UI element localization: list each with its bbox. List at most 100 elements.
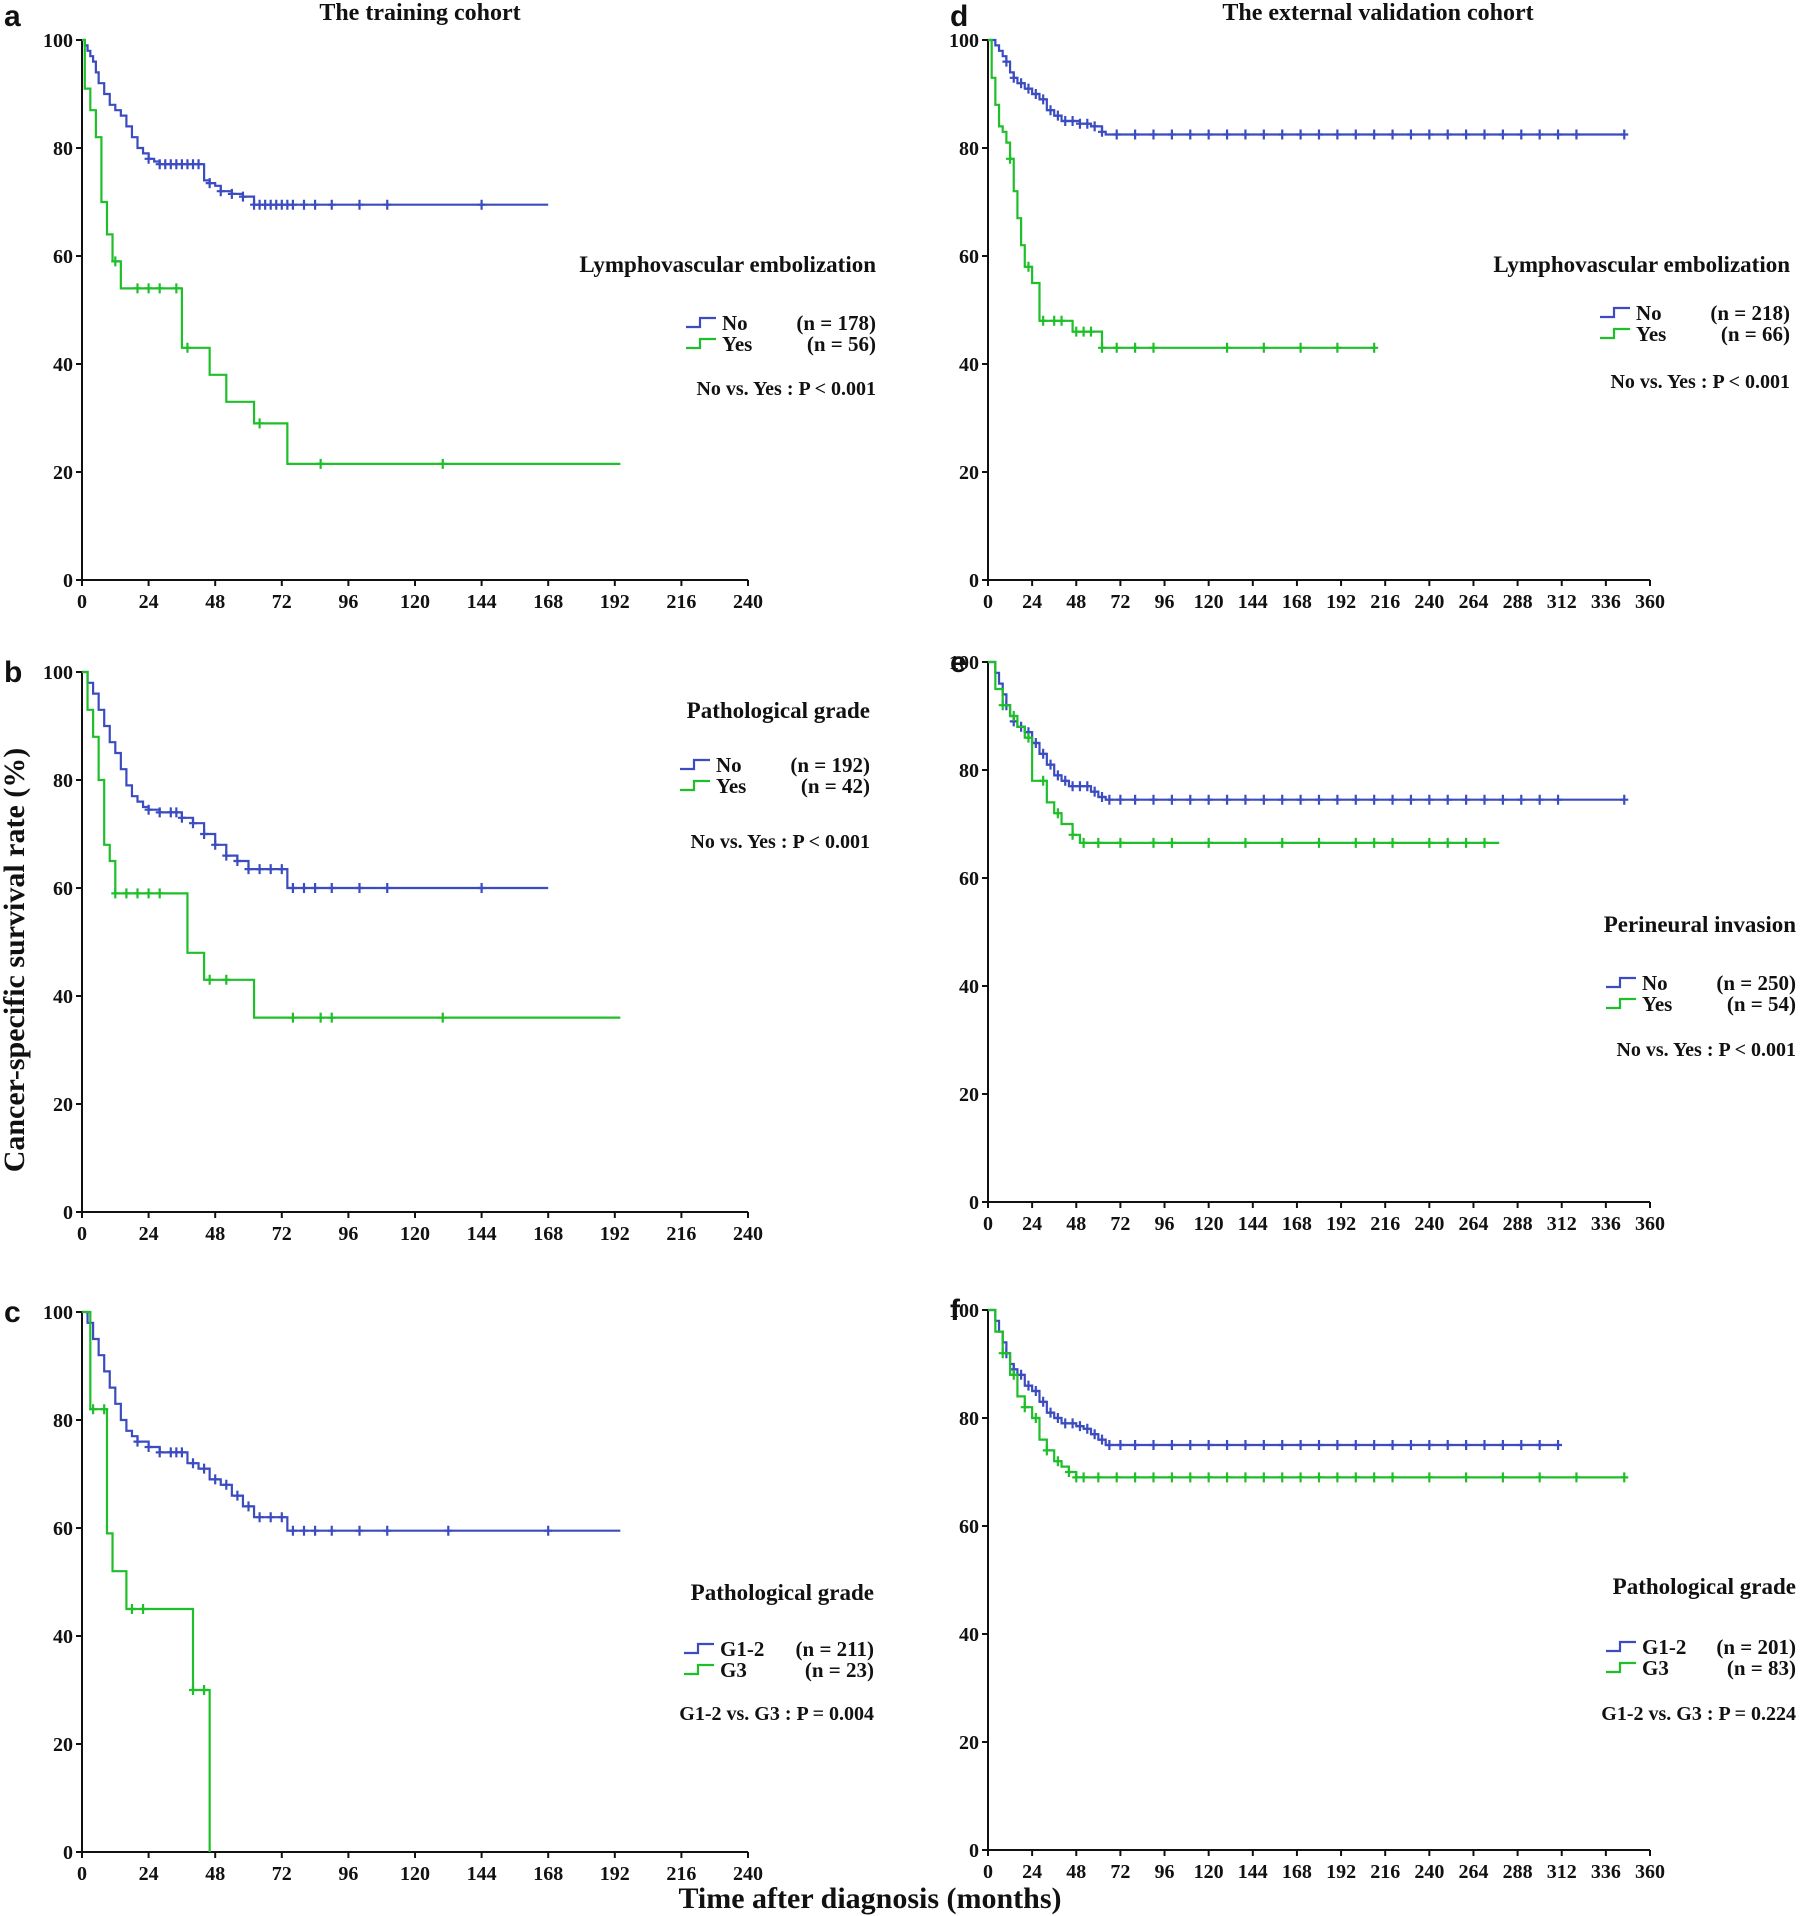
x-tick-label: 168 <box>533 1863 563 1885</box>
censor-mark <box>1517 1440 1526 1450</box>
y-tick-label: 100 <box>43 662 73 684</box>
x-tick-label: 360 <box>1635 1861 1665 1883</box>
y-tick-label: 20 <box>959 1084 979 1106</box>
censor-mark <box>1296 342 1305 353</box>
censor-mark <box>1204 837 1213 848</box>
x-tick-label: 168 <box>1282 591 1312 613</box>
y-tick-label: 60 <box>53 1518 73 1540</box>
legend-swatch <box>684 1663 714 1676</box>
p-value: G1-2 vs. G3 : P = 0.004 <box>679 1703 874 1725</box>
censor-mark <box>1167 794 1176 805</box>
censor-mark <box>1149 1440 1158 1450</box>
legend-swatch <box>1606 997 1636 1010</box>
censor-mark <box>1131 342 1140 353</box>
y-tick-label: 0 <box>63 1202 73 1224</box>
censor-mark <box>1083 1423 1092 1434</box>
x-tick-label: 48 <box>205 1863 225 1885</box>
censor-mark <box>998 1348 1007 1359</box>
censor-mark <box>1443 129 1452 140</box>
chart-panel-e: e 0 20 40 60 80 100 0 24 48 72 96 120 144 168 192 216 240… <box>949 646 1796 1235</box>
x-tick-label: 0 <box>983 1861 993 1883</box>
censor-mark <box>1024 261 1033 272</box>
censor-mark <box>194 159 203 170</box>
censor-mark <box>1278 1440 1287 1450</box>
censor-mark <box>266 1512 275 1523</box>
censor-mark <box>1462 129 1471 140</box>
y-tick-label: 40 <box>959 1624 979 1646</box>
x-tick-label: 216 <box>1370 1861 1400 1883</box>
chart-panel-c: c 0 20 40 60 80 100 0 24 48 72 96 120 144 168 192 216 240… <box>4 1296 874 1885</box>
legend-label: G1-2 <box>720 1637 764 1661</box>
legend-title: Perineural invasion <box>1604 912 1797 937</box>
censor-mark <box>1131 794 1140 805</box>
censor-mark <box>1241 1472 1250 1483</box>
censor-mark <box>133 1436 142 1447</box>
legend-n: (n = 201) <box>1716 1635 1796 1659</box>
censor-mark <box>1535 794 1544 805</box>
y-tick-label: 60 <box>53 878 73 900</box>
censor-mark <box>1105 1440 1114 1450</box>
censor-mark <box>1333 794 1342 805</box>
legend-label: Yes <box>722 332 752 356</box>
censor-mark <box>1462 1440 1471 1450</box>
censor-mark <box>1315 1440 1323 1450</box>
censor-mark <box>383 199 392 210</box>
censor-mark <box>1223 129 1232 140</box>
censor-mark <box>300 1525 308 1536</box>
x-tick-label: 168 <box>533 1223 563 1245</box>
censor-mark <box>1259 1440 1268 1450</box>
censor-mark <box>1388 1440 1397 1450</box>
legend-entry-g3: G3 (n = 83) <box>1606 1656 1796 1680</box>
y-tick-label: 20 <box>53 1094 73 1116</box>
legend-swatch <box>686 316 716 329</box>
censor-mark <box>1259 794 1268 805</box>
censor-mark <box>1149 129 1158 140</box>
x-tick-label: 72 <box>1110 1213 1130 1235</box>
y-tick-label: 0 <box>969 570 979 592</box>
censor-mark <box>1204 794 1213 805</box>
x-tick-label: 168 <box>1282 1861 1312 1883</box>
censor-mark <box>222 850 231 861</box>
legend-n: (n = 211) <box>796 1637 874 1661</box>
x-tick-label: 96 <box>338 1223 358 1245</box>
censor-mark <box>300 199 308 210</box>
x-tick-label: 192 <box>1326 1861 1356 1883</box>
panel-letter-d: d <box>950 0 968 33</box>
legend-label: No <box>1636 301 1662 325</box>
y-tick-label: 0 <box>63 1842 73 1864</box>
x-tick-label: 48 <box>205 1223 225 1245</box>
censor-mark <box>227 188 236 199</box>
x-tick-label: 264 <box>1458 1213 1488 1235</box>
x-tick-label: 72 <box>272 1863 292 1885</box>
censor-mark <box>316 1012 325 1023</box>
x-tick-label: 288 <box>1503 591 1533 613</box>
censor-mark <box>1204 1440 1213 1450</box>
censor-mark <box>277 1512 286 1523</box>
p-value: No vs. Yes : P < 0.001 <box>696 378 876 400</box>
censor-mark <box>1072 326 1081 337</box>
censor-mark <box>144 283 153 294</box>
censor-mark <box>1223 1440 1232 1450</box>
x-tick-label: 96 <box>1155 1861 1175 1883</box>
censor-mark <box>100 1404 109 1415</box>
censor-mark <box>1480 837 1489 848</box>
censor-mark <box>200 829 209 839</box>
legend-n: (n = 66) <box>1721 322 1790 346</box>
x-tick-label: 312 <box>1547 1861 1577 1883</box>
censor-mark <box>1425 794 1434 805</box>
censor-mark <box>1388 129 1397 140</box>
y-tick-label: 80 <box>959 1408 979 1430</box>
censor-mark <box>1031 1413 1040 1423</box>
legend-entry-g1-2: G1-2 (n = 201) <box>1606 1635 1796 1659</box>
x-tick-label: 240 <box>733 1863 763 1885</box>
censor-mark <box>89 1404 98 1415</box>
legend-swatch <box>684 1642 714 1655</box>
x-tick-label: 0 <box>77 1223 87 1245</box>
censor-mark <box>1425 129 1434 140</box>
legend-label: Yes <box>1642 992 1672 1016</box>
censor-mark <box>1094 837 1103 848</box>
legend-title: Pathological grade <box>1613 1574 1796 1599</box>
censor-mark <box>1351 794 1360 805</box>
censor-mark <box>1186 794 1195 805</box>
x-tick-label: 0 <box>77 591 87 613</box>
